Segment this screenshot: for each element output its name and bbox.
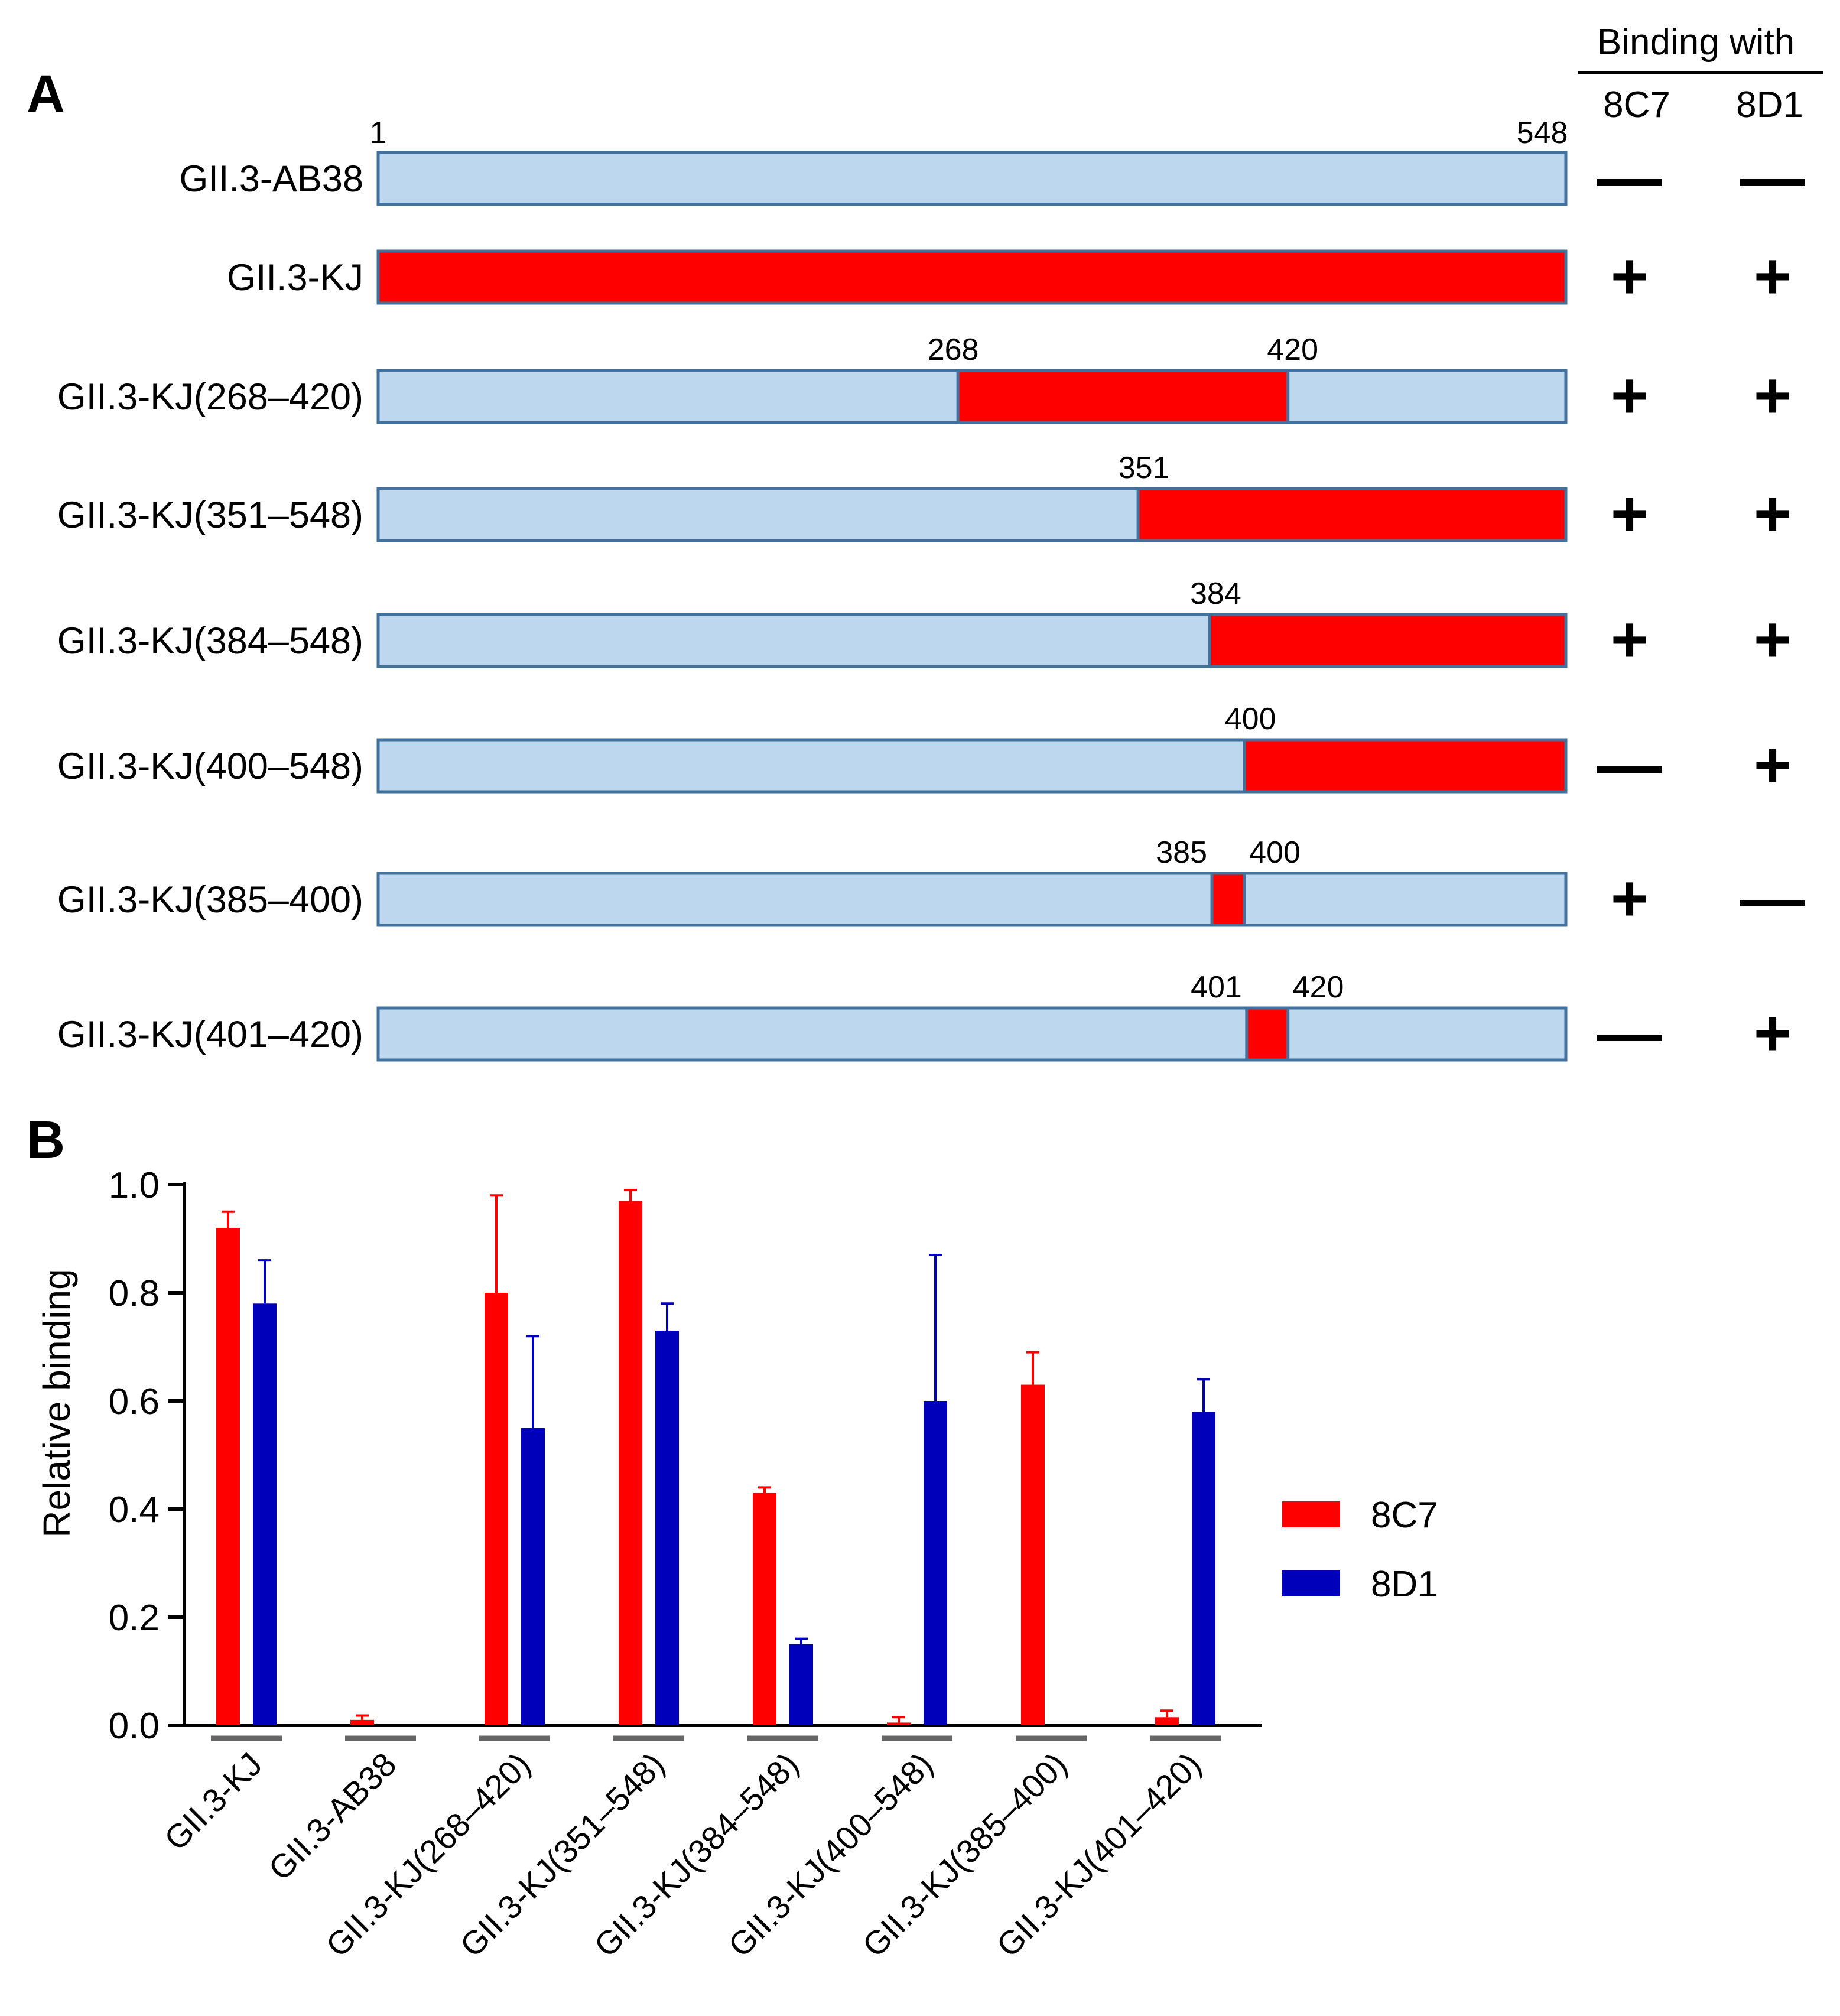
binding-8c7-gii-3-kj-351-548: +: [1611, 477, 1649, 550]
binding-header-title: Binding with: [1597, 22, 1795, 63]
panel-a-letter: A: [27, 65, 65, 124]
legend-label-8c7: 8C7: [1371, 1495, 1438, 1536]
binding-8c7-gii-3-kj-268-420: +: [1611, 359, 1649, 432]
binding-8d1-gii-3-kj-384-548: +: [1754, 603, 1792, 676]
bar-8d1-gii-3-kj: [253, 1303, 277, 1725]
bar-8c7-gii-3-kj-401-420: [1155, 1717, 1179, 1725]
binding-8c7-gii-3-kj-385-400: +: [1611, 862, 1649, 935]
segment-start-label-gii-3-kj-385-400: 385: [1156, 835, 1207, 870]
scale-end-label: 548: [1517, 116, 1568, 150]
kj-segment-gii-3-kj-384-548: [1208, 613, 1568, 668]
binding-8c7-gii-3-kj-384-548: +: [1611, 603, 1649, 676]
bar-8c7-gii-3-kj-400-548: [887, 1722, 911, 1725]
bar-8d1-gii-3-kj-400-548: [924, 1401, 947, 1725]
construct-label-gii-3-kj-400-548: GII.3-KJ(400–548): [57, 746, 363, 787]
binding-8d1-gii-3-kj-351-548: +: [1754, 477, 1792, 550]
bar-8c7-gii-3-ab38: [350, 1719, 374, 1725]
segment-end-label-gii-3-kj-268-420: 420: [1267, 333, 1318, 367]
bar-8c7-gii-3-kj-268-420: [485, 1293, 508, 1725]
panel-b-letter: B: [27, 1111, 65, 1170]
x-category-label-gii-3-ab38: GII.3-AB38: [261, 1745, 403, 1887]
binding-8c7-gii-3-kj-401-420: —: [1597, 997, 1662, 1069]
construct-label-gii-3-kj-401-420: GII.3-KJ(401–420): [57, 1014, 363, 1055]
kj-segment-gii-3-kj-401-420: [1245, 1006, 1290, 1062]
binding-header-col-8d1: 8D1: [1736, 84, 1803, 125]
chart-legend: 8C7 8D1: [1282, 1495, 1438, 1605]
binding-8d1-gii-3-kj-268-420: +: [1754, 359, 1792, 432]
y-tick-label-3: 0.6: [109, 1381, 160, 1422]
construct-label-gii-3-kj-385-400: GII.3-KJ(385–400): [57, 879, 363, 921]
y-tick-label-1: 0.2: [109, 1598, 160, 1638]
construct-label-gii-3-kj-268-420: GII.3-KJ(268–420): [57, 376, 363, 418]
bar-chart: 0.00.20.40.60.81.0GII.3-KJGII.3-AB38GII.…: [109, 1165, 1262, 1964]
bar-8d1-gii-3-kj-268-420: [521, 1428, 545, 1725]
binding-8c7-gii-3-ab38: —: [1597, 141, 1662, 214]
bar-8d1-gii-3-kj-384-548: [789, 1644, 813, 1725]
construct-label-gii-3-kj: GII.3-KJ: [227, 257, 363, 298]
binding-8d1-gii-3-kj-400-548: +: [1754, 729, 1792, 801]
binding-8c7-gii-3-kj: +: [1611, 240, 1649, 313]
bar-8d1-gii-3-kj-401-420: [1192, 1412, 1215, 1725]
binding-8c7-gii-3-kj-400-548: —: [1597, 729, 1662, 801]
y-axis-title: Relative binding: [35, 1269, 78, 1537]
kj-segment-gii-3-kj-268-420: [956, 369, 1290, 424]
binding-8d1-gii-3-ab38: —: [1740, 141, 1805, 214]
y-tick-label-4: 0.8: [109, 1273, 160, 1314]
segment-end-label-gii-3-kj-385-400: 400: [1249, 835, 1301, 870]
bar-8c7-gii-3-kj-351-548: [619, 1201, 642, 1725]
kj-segment-gii-3-kj-351-548: [1136, 487, 1568, 542]
construct-label-gii-3-kj-384-548: GII.3-KJ(384–548): [57, 620, 363, 662]
segment-start-label-gii-3-kj-384-548: 384: [1190, 577, 1241, 611]
segment-start-label-gii-3-kj-400-548: 400: [1225, 702, 1276, 736]
bar-8d1-gii-3-kj-351-548: [655, 1331, 679, 1725]
kj-segment-gii-3-kj: [376, 249, 1568, 305]
binding-8d1-gii-3-kj: +: [1754, 240, 1792, 313]
x-category-label-gii-3-kj: GII.3-KJ: [157, 1745, 269, 1858]
binding-header-col-8c7: 8C7: [1603, 84, 1670, 125]
binding-8d1-gii-3-kj-401-420: +: [1754, 997, 1792, 1069]
y-tick-label-0: 0.0: [109, 1706, 160, 1747]
legend-label-8d1: 8D1: [1371, 1564, 1438, 1605]
y-tick-label-2: 0.4: [109, 1490, 160, 1530]
scale-start-label: 1: [370, 116, 387, 150]
construct-label-gii-3-ab38: GII.3-AB38: [179, 158, 363, 200]
construct-bar-gii-3-kj-401-420: [376, 1006, 1568, 1062]
legend-swatch-8d1: [1282, 1570, 1340, 1596]
kj-segment-gii-3-kj-400-548: [1243, 738, 1568, 794]
segment-start-label-gii-3-kj-268-420: 268: [928, 333, 979, 367]
construct-rows: GII.3-AB38 — — GII.3-KJ + + GII.3-KJ(268–420) 2…: [57, 141, 1805, 1069]
segment-end-label-gii-3-kj-401-420: 420: [1293, 970, 1344, 1004]
segment-start-label-gii-3-kj-351-548: 351: [1119, 451, 1170, 485]
bar-8c7-gii-3-kj: [216, 1228, 240, 1725]
bar-8c7-gii-3-kj-385-400: [1021, 1384, 1045, 1725]
construct-bar-gii-3-kj-385-400: [376, 872, 1568, 927]
y-tick-label-5: 1.0: [109, 1165, 160, 1206]
construct-label-gii-3-kj-351-548: GII.3-KJ(351–548): [57, 495, 363, 536]
kj-segment-gii-3-kj-385-400: [1210, 872, 1246, 927]
segment-start-label-gii-3-kj-401-420: 401: [1191, 970, 1242, 1004]
legend-swatch-8c7: [1282, 1501, 1340, 1527]
binding-8d1-gii-3-kj-385-400: —: [1740, 862, 1805, 935]
construct-bar-gii-3-ab38: [376, 151, 1568, 206]
bar-8c7-gii-3-kj-384-548: [753, 1493, 776, 1725]
